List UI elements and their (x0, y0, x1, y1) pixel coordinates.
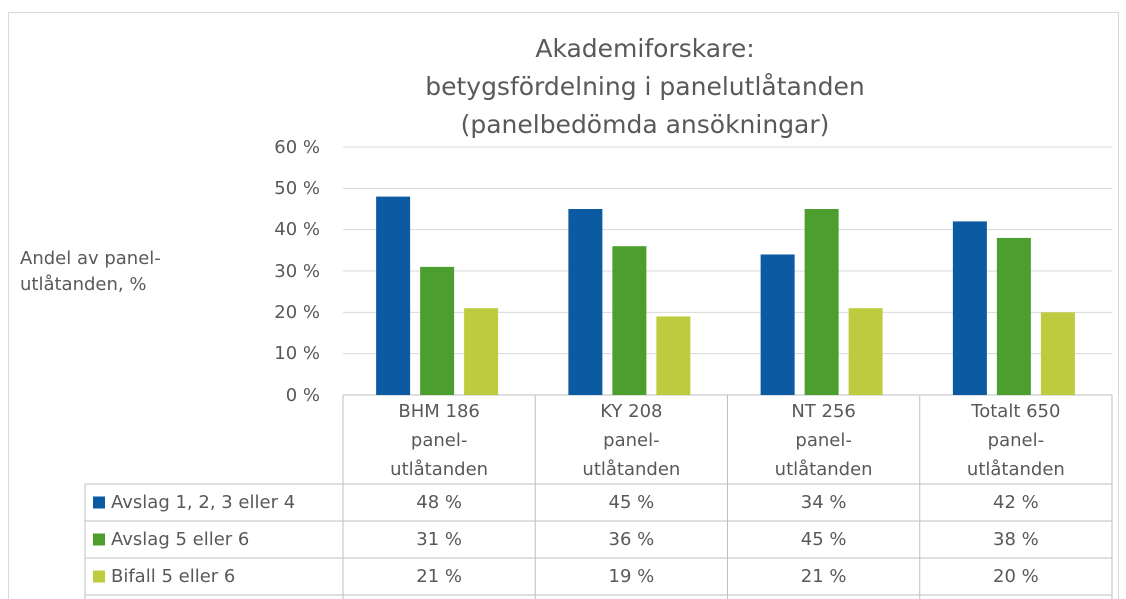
table-cell: 21 % (416, 566, 462, 587)
table-cell: 45 % (800, 529, 847, 550)
x-tick-label: BHM 186 panel- utlåtanden (390, 401, 489, 480)
legend-swatch (93, 496, 105, 509)
bar (656, 316, 691, 395)
legend-label: Avslag 1, 2, 3 eller 4 (111, 492, 296, 513)
table-cell: 42 % (993, 492, 1039, 513)
table-cell: 34 % (800, 492, 847, 513)
x-tick-label: KY 208 panel- utlåtanden (582, 401, 681, 480)
table-cell: 31 % (416, 529, 462, 550)
legend-label: Bifall 5 eller 6 (111, 566, 236, 587)
y-axis-label: Andel av panel- utlåtanden, % (20, 248, 161, 295)
x-tick-label: Totalt 650 panel- utlåtanden (966, 401, 1065, 480)
legend-swatch (93, 533, 105, 546)
table-cell: 21 % (800, 566, 847, 587)
x-tick-label: NT 256 panel- utlåtanden (774, 401, 873, 480)
bar (848, 308, 883, 395)
y-tick-label: 50 % (274, 177, 320, 199)
legend-swatch (93, 570, 105, 583)
table-cell: 48 % (416, 492, 462, 513)
table-cell: 45 % (608, 492, 655, 513)
chart-border (8, 12, 1119, 599)
bar (996, 237, 1031, 395)
bar (464, 308, 499, 395)
bar (760, 254, 795, 395)
bar (612, 246, 647, 395)
legend-label: Avslag 5 eller 6 (111, 529, 250, 550)
table-cell: 20 % (993, 566, 1039, 587)
y-tick-label: 20 % (274, 301, 320, 323)
table-cell: 38 % (993, 529, 1039, 550)
y-tick-label: 30 % (274, 260, 320, 282)
table-cell: 36 % (608, 529, 655, 550)
bar (568, 209, 603, 395)
y-tick-label: 40 % (274, 219, 320, 241)
chart-title: Akademiforskare: betygsfördelning i pane… (425, 34, 865, 139)
bar (804, 209, 839, 395)
y-tick-label: 10 % (274, 343, 320, 365)
y-tick-label: 60 % (274, 136, 320, 158)
table-cell: 19 % (608, 566, 655, 587)
bar (1040, 312, 1075, 395)
bar (952, 221, 987, 395)
bar (376, 196, 411, 395)
bar (420, 266, 455, 395)
y-tick-label: 0 % (285, 384, 320, 406)
